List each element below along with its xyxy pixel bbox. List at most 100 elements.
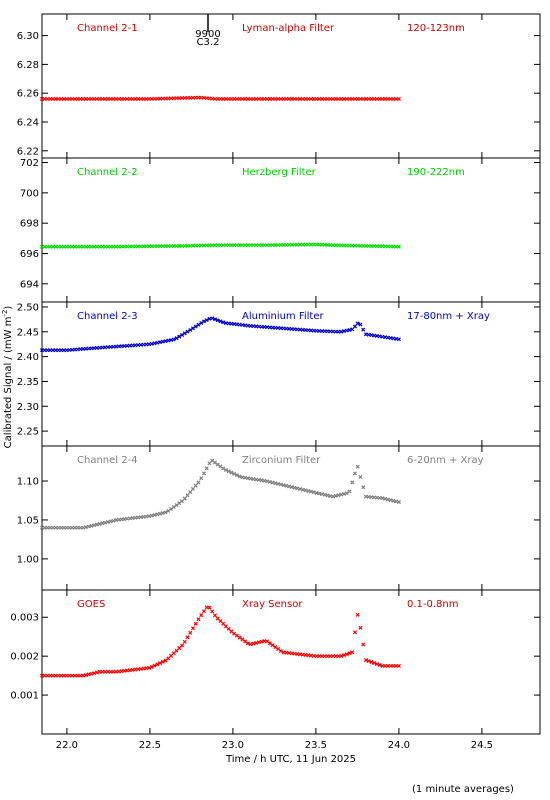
y-tick-label: 0.003 [10,613,39,624]
data-point [185,635,190,640]
data-point [215,318,220,323]
data-point [201,319,207,324]
data-point [361,485,366,490]
y-tick-label: 6.26 [17,89,39,100]
data-point [267,479,272,484]
data-point [108,519,113,524]
data-point [94,522,99,527]
data-point [333,493,338,498]
data-point [366,659,371,664]
event-marker-label-top: 9900 [195,29,220,40]
data-point [152,512,157,517]
data-point [254,640,259,645]
data-point [344,491,349,496]
data-point [273,481,278,486]
data-point [287,484,292,489]
data-point [347,327,352,332]
x-axis-label: Time / h UTC, 11 Jun 2025 [225,754,356,765]
y-tick-label: 2.50 [17,302,39,313]
data-point [311,490,316,495]
data-point [155,662,160,667]
data-point [234,473,239,478]
data-point [336,493,341,498]
y-tick-label: 2.40 [17,352,39,363]
data-point [163,510,168,515]
panel-band-label: 120-123nm [407,23,465,34]
data-point [221,320,226,325]
y-tick-label: 700 [20,188,39,199]
data-point [380,496,385,501]
panel-band-label: 6-20nm + Xray [407,455,484,466]
data-point [179,332,185,337]
data-point [298,486,303,492]
data-point [155,512,160,517]
data-point [207,461,212,466]
panel-channel-label: GOES [77,599,105,610]
data-point [265,479,270,484]
panel-filter-label: Lyman-alpha Filter [242,23,335,34]
y-axis-label-main: Calibrated Signal / (mW m [3,317,14,449]
data-point [341,491,347,496]
data-point [229,470,234,475]
data-point [350,480,355,485]
data-point [207,605,212,610]
event-marker: 9900 C3.2 [195,14,221,48]
data-point [155,340,160,345]
data-point [160,339,165,344]
data-point [226,469,231,474]
y-axis-label-close: ) [3,306,14,310]
data-point [190,626,196,631]
data-point [361,327,366,332]
data-series [39,458,401,530]
data-point [221,466,226,471]
data-point [149,513,154,518]
x-tick-label: 22.5 [139,740,161,751]
x-tick-label: 24.0 [388,740,410,751]
data-point [358,625,363,630]
data-point [199,476,204,481]
data-point [358,474,363,479]
data-point [369,660,374,665]
y-tick-label: 1.10 [17,477,39,488]
data-point [158,661,163,666]
x-axis: 22.0 22.5 23.0 23.5 24.0 24.5 [56,740,493,751]
data-point [341,653,347,658]
data-point [92,523,97,528]
data-point [188,630,193,635]
data-point [218,319,223,324]
data-point [185,493,190,498]
data-point [86,672,91,677]
panels: 6.22 6.24 6.26 6.28 6.30 Channel 2-1 Lyman-alp… [10,13,541,735]
y-tick-label: 6.22 [17,146,39,157]
data-point [182,331,187,336]
data-point [163,339,168,344]
y-tick-label: 0.001 [10,691,39,702]
data-point [396,337,401,342]
data-point [169,337,174,343]
data-point [248,642,253,647]
y-tick-label: 1.00 [17,554,39,565]
data-point [193,483,198,488]
data-point [245,641,250,646]
data-point [270,480,275,485]
data-point [83,673,88,678]
data-point [352,471,357,476]
data-point [166,338,171,343]
data-point [396,96,401,101]
x-tick-label: 23.5 [305,740,327,751]
data-point [322,492,327,497]
data-point [210,316,215,321]
data-point [179,643,185,648]
data-point [199,613,204,618]
data-point [284,483,289,488]
data-point [377,662,382,667]
data-point [350,327,355,332]
data-point [89,671,94,676]
y-tick-label: 0.002 [10,652,39,663]
data-point [196,480,201,485]
y-tick-label: 702 [20,158,39,169]
data-point [262,478,267,483]
data-point [147,514,152,519]
data-point [158,340,163,345]
